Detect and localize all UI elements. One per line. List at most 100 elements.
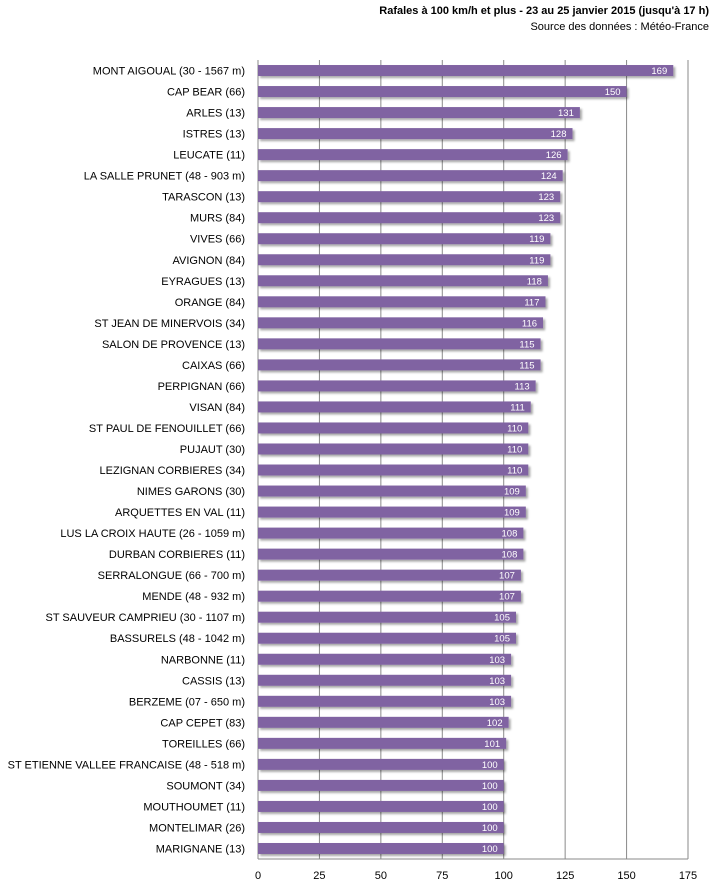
value-label: 131	[558, 108, 574, 119]
category-label: CAIXAS (66)	[182, 360, 245, 372]
value-label: 110	[507, 466, 522, 477]
value-labels: 169 150 131 128 126 124 123 123 119 119 118 117 116 1…	[482, 66, 667, 855]
category-label: MONTELIMAR (26)	[149, 822, 245, 834]
x-tick-label: 175	[679, 870, 697, 882]
category-label: VISAN (84)	[189, 402, 245, 414]
value-label: 100	[482, 823, 498, 834]
value-label: 109	[504, 487, 520, 498]
bar	[258, 401, 531, 413]
value-label: 100	[482, 844, 498, 855]
bar	[258, 674, 512, 686]
category-labels: MONT AIGOUAL (30 - 1567 m) CAP BEAR (66) A…	[8, 66, 245, 856]
category-label: LUS LA CROIX HAUTE (26 - 1059 m)	[60, 528, 245, 540]
category-label: PUJAUT (30)	[180, 444, 245, 456]
value-label: 119	[529, 255, 544, 266]
category-label: TOREILLES (66)	[162, 738, 245, 750]
bar	[258, 233, 551, 245]
bar	[258, 254, 551, 266]
category-label: LEUCATE (11)	[173, 150, 245, 162]
bar	[258, 107, 580, 119]
bar	[258, 212, 561, 224]
value-label: 150	[605, 87, 621, 98]
bar	[258, 317, 544, 329]
bar	[258, 65, 674, 77]
bar	[258, 653, 512, 665]
x-tick-label: 75	[436, 870, 448, 882]
value-label: 100	[482, 781, 498, 792]
value-label: 113	[515, 381, 530, 392]
bar	[258, 86, 627, 98]
bar	[258, 422, 529, 434]
bar	[258, 800, 504, 812]
bar	[258, 842, 504, 854]
value-label: 128	[551, 129, 567, 140]
bar	[258, 443, 529, 455]
bar	[258, 590, 521, 602]
bar	[258, 569, 521, 581]
bar	[258, 485, 526, 497]
value-label: 108	[502, 529, 518, 540]
bar	[258, 191, 561, 203]
value-label: 110	[507, 423, 522, 434]
category-label: MARIGNANE (13)	[156, 843, 245, 855]
category-label: MURS (84)	[190, 213, 245, 225]
value-label: 110	[507, 444, 522, 455]
category-label: BASSURELS (48 - 1042 m)	[110, 633, 245, 645]
category-label: VIVES (66)	[190, 234, 245, 246]
bar	[258, 548, 524, 560]
value-label: 103	[489, 676, 505, 687]
x-tick-label: 25	[313, 870, 325, 882]
value-label: 109	[504, 508, 520, 519]
value-label: 117	[524, 297, 539, 308]
value-label: 119	[529, 234, 544, 245]
category-label: ST ETIENNE VALLEE FRANCAISE (48 - 518 m)	[8, 759, 245, 771]
bar	[258, 338, 541, 350]
category-label: MOUTHOUMET (11)	[143, 801, 245, 813]
value-label: 101	[484, 739, 500, 750]
category-label: ORANGE (84)	[175, 297, 245, 309]
bar	[258, 128, 573, 140]
bar	[258, 695, 512, 707]
bar	[258, 716, 509, 728]
category-label: DURBAN CORBIERES (11)	[109, 549, 245, 561]
bar	[258, 464, 529, 476]
value-label: 107	[499, 571, 515, 582]
category-label: ARLES (13)	[186, 108, 245, 120]
category-label: EYRAGUES (13)	[161, 276, 245, 288]
category-label: LA SALLE PRUNET (48 - 903 m)	[84, 171, 245, 183]
value-label: 108	[502, 550, 518, 561]
category-label: MONT AIGOUAL (30 - 1567 m)	[93, 66, 245, 78]
bar	[258, 149, 568, 161]
category-label: SERRALONGUE (66 - 700 m)	[98, 570, 245, 582]
category-label: LEZIGNAN CORBIERES (34)	[100, 465, 245, 477]
bar	[258, 737, 507, 749]
bar	[258, 527, 524, 539]
bar	[258, 506, 526, 518]
category-label: SOUMONT (34)	[166, 780, 245, 792]
category-label: TARASCON (13)	[162, 192, 245, 204]
value-label: 116	[522, 318, 537, 329]
category-label: PERPIGNAN (66)	[158, 381, 245, 393]
value-label: 100	[482, 760, 498, 771]
bar	[258, 359, 541, 371]
bar	[258, 275, 548, 287]
value-label: 123	[538, 213, 554, 224]
value-label: 102	[487, 718, 503, 729]
category-label: CAP CEPET (83)	[160, 717, 245, 729]
bars-group	[258, 65, 674, 854]
category-label: CAP BEAR (66)	[167, 87, 245, 99]
value-label: 105	[494, 634, 510, 645]
x-tick-label: 125	[556, 870, 574, 882]
bar	[258, 170, 563, 182]
value-label: 123	[538, 192, 554, 203]
bar	[258, 758, 504, 770]
category-label: ST PAUL DE FENOUILLET (66)	[89, 423, 245, 435]
value-label: 103	[489, 697, 505, 708]
value-label: 126	[546, 150, 562, 161]
value-label: 115	[519, 360, 534, 371]
x-tick-label: 100	[495, 870, 513, 882]
value-label: 105	[494, 613, 510, 624]
x-tick-label: 150	[617, 870, 635, 882]
category-label: MENDE (48 - 932 m)	[142, 591, 245, 603]
